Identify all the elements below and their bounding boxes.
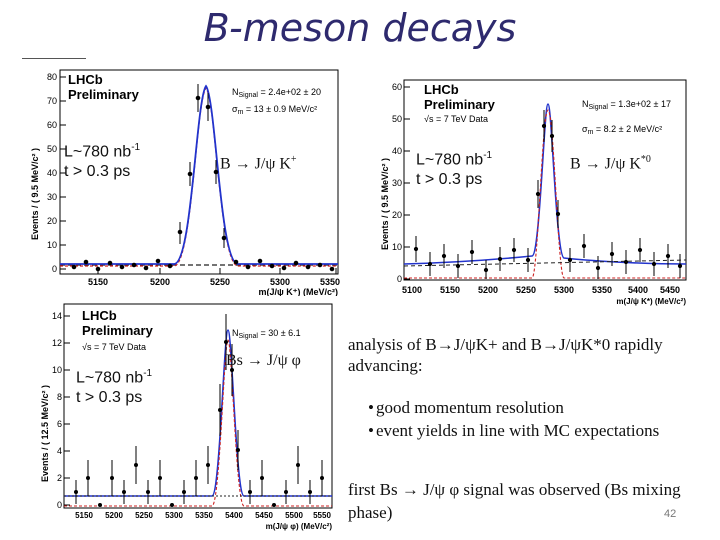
plot-bs-phi-ytick: 14 bbox=[52, 311, 62, 321]
plot-bs-phi-xtick: 5450 bbox=[255, 511, 273, 520]
plot-bs-phi-lhcb: LHCb bbox=[82, 308, 117, 323]
plot-bk-star-energy: √s = 7 TeV Data bbox=[424, 114, 488, 124]
plot-bk-star-xtick: 5450 bbox=[660, 285, 680, 295]
plot-bk-star-sigma: σm = 8.2 ± 2 MeV/c² bbox=[582, 124, 662, 136]
plot-bs-phi-xtick: 5350 bbox=[195, 511, 213, 520]
plot-bk-star-xtick: 5300 bbox=[554, 285, 574, 295]
plot-bs-phi-preliminary: Preliminary bbox=[82, 323, 154, 338]
plot-bk-plus-xlabel: m(J/ψ K⁺) (MeV/c²) bbox=[258, 287, 338, 296]
plot-bk-plus-ytick: 0 bbox=[52, 264, 57, 274]
plot-bk-star-ylabel: Events / ( 9.5 MeV/c² ) bbox=[380, 158, 390, 250]
plot-bs-phi-decay-label: Bs → J/ψ φ bbox=[226, 352, 301, 369]
bullet-item: event yields in line with MC expectation… bbox=[368, 419, 659, 442]
plot-bk-star-luminosity: L~780 nb-1 t > 0.3 ps bbox=[416, 150, 493, 189]
plot-bk-plus-ytick: 70 bbox=[47, 96, 57, 106]
plot-bs-phi-xtick: 5550 bbox=[313, 511, 331, 520]
plot-bs-phi-svg: 0 2 4 6 8 10 12 14 5150 5200 5250 5300 5… bbox=[36, 300, 336, 532]
plot-bs-phi-xtick: 5400 bbox=[225, 511, 243, 520]
plot-bs-phi-xtick: 5250 bbox=[135, 511, 153, 520]
plot-bk-plus-svg: 0 10 20 30 40 50 60 70 80 5150 5200 5250… bbox=[24, 62, 342, 296]
plot-bk-star-preliminary: Preliminary bbox=[424, 97, 496, 112]
plot-bk-plus-ytick: 30 bbox=[47, 192, 57, 202]
plot-bs-phi-ytick: 6 bbox=[57, 419, 62, 429]
plot-bk-star-ytick: 20 bbox=[392, 210, 402, 220]
plot-bk-plus-ytick: 10 bbox=[47, 240, 57, 250]
plot-bk-star-nsignal: NSignal = 1.3e+02 ± 17 bbox=[582, 99, 671, 111]
plot-bs-phi-ytick: 2 bbox=[57, 473, 62, 483]
plot-bk-star-ytick: 50 bbox=[392, 114, 402, 124]
plot-bk-star-ytick: 40 bbox=[392, 146, 402, 156]
plot-bk-plus-ytick: 20 bbox=[47, 216, 57, 226]
plot-bs-phi-xtick: 5300 bbox=[165, 511, 183, 520]
plot-bk-star-xtick: 5250 bbox=[516, 285, 536, 295]
plot-bk-plus-xtick: 5350 bbox=[320, 277, 340, 287]
plot-bs-phi-nsignal: NSignal = 30 ± 6.1 bbox=[232, 328, 301, 340]
plot-bk-plus-sigma: σm = 13 ± 0.9 MeV/c² bbox=[232, 104, 317, 116]
plot-bk-star-ytick: 0 bbox=[397, 274, 402, 284]
plot-bs-phi-ytick: 10 bbox=[52, 365, 62, 375]
plot-bk-plus-xtick: 5250 bbox=[210, 277, 230, 287]
bullet-item: good momentum resolution bbox=[368, 396, 659, 419]
plot-bk-star-ytick: 30 bbox=[392, 178, 402, 188]
plot-bk-star-xtick: 5100 bbox=[402, 285, 422, 295]
plot-bk-plus-lhcb: LHCb bbox=[68, 72, 103, 87]
plot-bs-phi-xlabel: m(J/ψ φ) (MeV/c²) bbox=[266, 522, 333, 531]
plot-bs-phi-ylabel: Events / ( 12.5 MeV/c² ) bbox=[40, 385, 50, 482]
plot-bs-phi: 0 2 4 6 8 10 12 14 5150 5200 5250 5300 5… bbox=[36, 300, 336, 532]
plot-bk-star-xtick: 5400 bbox=[628, 285, 648, 295]
plot-bk-plus-ytick: 50 bbox=[47, 144, 57, 154]
plot-bk-star-xlabel: m(J/ψ K*) (MeV/c²) bbox=[616, 297, 686, 306]
plot-bk-plus-preliminary: Preliminary bbox=[68, 87, 140, 102]
plot-bk-star-decay-label: B → J/ψ K*0 bbox=[570, 154, 651, 173]
plot-bk-plus-ytick: 80 bbox=[47, 72, 57, 82]
plot-bk-star-svg: 0 10 20 30 40 50 60 5100 5150 5200 5250 … bbox=[372, 74, 690, 306]
plot-bk-plus-xtick: 5150 bbox=[88, 277, 108, 287]
plot-bk-plus-xtick: 5300 bbox=[270, 277, 290, 287]
title-rule bbox=[22, 58, 86, 59]
plot-bs-phi-energy: √s = 7 TeV Data bbox=[82, 342, 146, 352]
plot-bk-plus-decay-label: B → J/ψ K+ bbox=[220, 154, 297, 173]
plot-bk-plus: 0 10 20 30 40 50 60 70 80 5150 5200 5250… bbox=[24, 62, 342, 296]
plot-bs-phi-ytick: 4 bbox=[57, 446, 62, 456]
plot-bk-plus-nsignal: NSignal = 2.4e+02 ± 20 bbox=[232, 87, 321, 99]
plot-bk-plus-ylabel: Events / ( 9.5 MeV/c² ) bbox=[30, 148, 40, 240]
plot-bs-phi-luminosity: L~780 nb-1 t > 0.3 ps bbox=[76, 368, 153, 407]
plot-bk-plus-xtick: 5200 bbox=[150, 277, 170, 287]
plot-bk-star: 0 10 20 30 40 50 60 5100 5150 5200 5250 … bbox=[372, 74, 690, 306]
plot-bk-star-ytick: 60 bbox=[392, 82, 402, 92]
plot-bk-star-xtick: 5200 bbox=[478, 285, 498, 295]
plot-bs-phi-ytick: 8 bbox=[57, 392, 62, 402]
slide-title: B-meson decays bbox=[203, 6, 517, 50]
bullet-list: good momentum resolution event yields in… bbox=[368, 396, 659, 442]
plot-bs-phi-xtick: 5150 bbox=[75, 511, 93, 520]
plot-bk-plus-luminosity: L~780 nb-1 t > 0.3 ps bbox=[64, 142, 141, 181]
plot-bk-star-ytick: 10 bbox=[392, 242, 402, 252]
plot-bk-star-xtick: 5350 bbox=[592, 285, 612, 295]
page-number: 42 bbox=[664, 508, 677, 520]
bs-signal-text: first Bs → J/ψ φ signal was observed (Bs… bbox=[348, 480, 681, 522]
plot-bs-phi-ytick: 0 bbox=[57, 500, 62, 510]
plot-bk-plus-ytick: 60 bbox=[47, 120, 57, 130]
plot-bk-star-xtick: 5150 bbox=[440, 285, 460, 295]
plot-bs-phi-ytick: 12 bbox=[52, 338, 62, 348]
plot-bk-plus-ytick: 40 bbox=[47, 168, 57, 178]
plot-bk-star-lhcb: LHCb bbox=[424, 82, 459, 97]
analysis-status-text: analysis of B→J/ψK+ and B→J/ψK*0 rapidly… bbox=[348, 335, 663, 375]
plot-bs-phi-xtick: 5200 bbox=[105, 511, 123, 520]
plot-bs-phi-xtick: 5500 bbox=[285, 511, 303, 520]
